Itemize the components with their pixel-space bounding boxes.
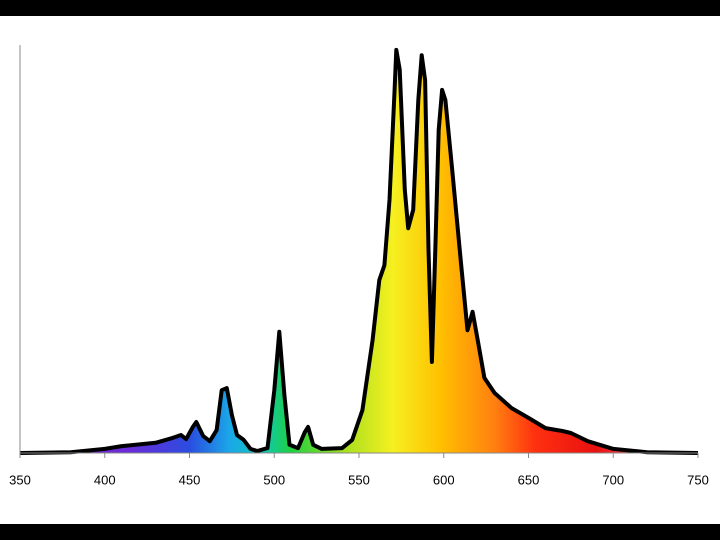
x-tick-label: 750: [687, 472, 709, 487]
x-tick-label: 400: [94, 472, 116, 487]
x-tick-label: 700: [602, 472, 624, 487]
x-tick-label: 550: [348, 472, 370, 487]
spectrum-line: [19, 47, 699, 455]
x-tick-label: 350: [9, 472, 31, 487]
x-tick-label: 650: [518, 472, 540, 487]
x-tick-label: 600: [433, 472, 455, 487]
x-tick-label: 500: [263, 472, 285, 487]
x-tick-label: 450: [179, 472, 201, 487]
